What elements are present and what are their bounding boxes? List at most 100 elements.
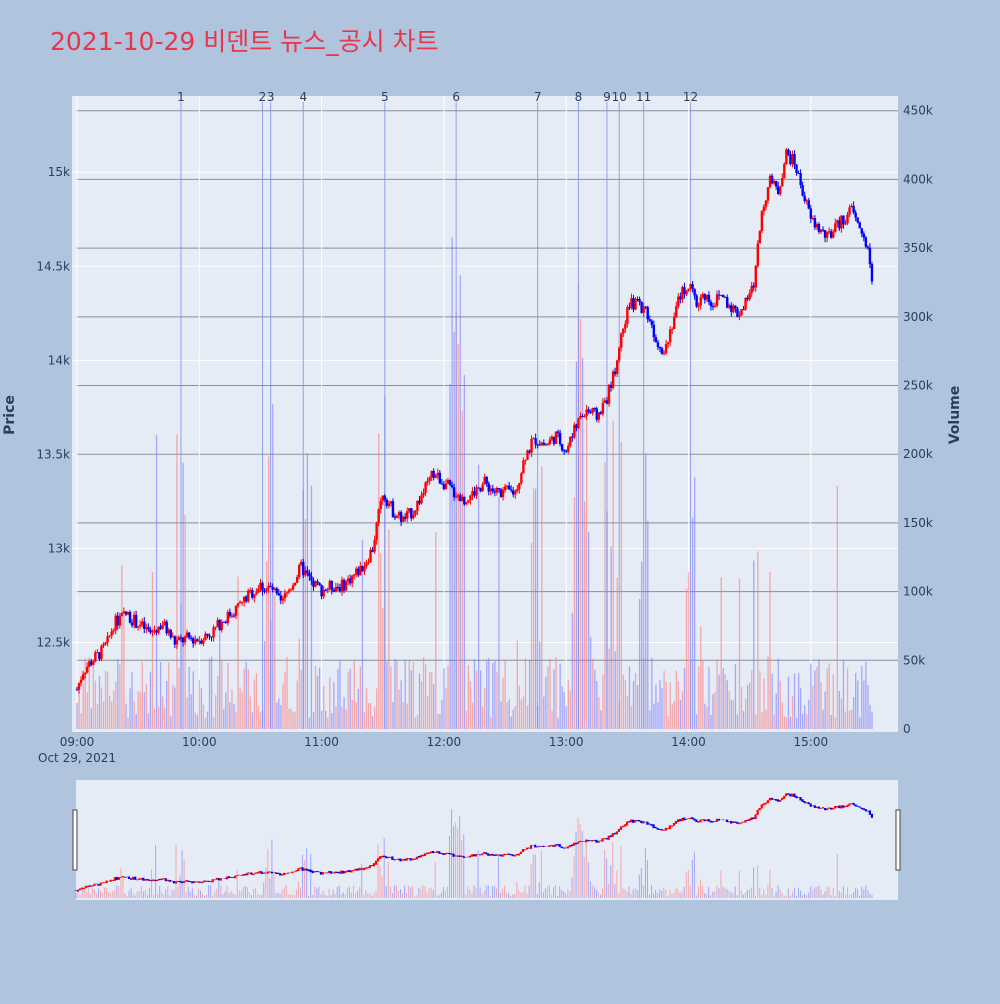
slider-volume-bar bbox=[400, 889, 402, 898]
volume-bar bbox=[759, 671, 761, 729]
volume-bar bbox=[708, 667, 710, 729]
candle-body bbox=[734, 305, 737, 309]
slider-volume-bar bbox=[638, 874, 640, 898]
candle-body bbox=[112, 630, 115, 632]
volume-bar bbox=[592, 658, 594, 729]
slider-volume-bar bbox=[630, 893, 632, 898]
volume-bar bbox=[249, 696, 251, 729]
slider-volume-bar bbox=[706, 894, 708, 898]
slider-volume-bar bbox=[367, 893, 369, 898]
candle-body bbox=[638, 299, 641, 302]
candle-body bbox=[803, 195, 806, 201]
candle-body bbox=[738, 315, 741, 317]
range-slider-right-handle[interactable] bbox=[895, 809, 901, 871]
candle-body bbox=[575, 424, 578, 429]
slider-volume-bar bbox=[853, 892, 855, 898]
slider-volume-bar bbox=[402, 893, 404, 898]
candle-body bbox=[834, 223, 837, 232]
candle-body bbox=[291, 585, 295, 590]
candle-body bbox=[797, 172, 800, 174]
volume-bar bbox=[775, 693, 777, 729]
plot-background[interactable] bbox=[72, 96, 898, 732]
slider-volume-bar bbox=[199, 890, 201, 898]
slider-volume-bar bbox=[851, 894, 853, 898]
volume-bar bbox=[392, 702, 394, 729]
volume-bar bbox=[720, 577, 722, 729]
volume-bar bbox=[482, 706, 484, 729]
slider-volume-bar bbox=[371, 895, 373, 898]
volume-bar bbox=[284, 671, 286, 729]
range-slider-left-handle[interactable] bbox=[72, 809, 78, 871]
candle-body bbox=[75, 689, 79, 691]
slider-volume-bar bbox=[865, 885, 867, 898]
volume-bar bbox=[535, 488, 537, 729]
candle-body bbox=[618, 347, 621, 361]
candle-body bbox=[573, 424, 576, 438]
candle-body bbox=[106, 636, 109, 643]
candle-body bbox=[740, 309, 743, 316]
candle-body bbox=[136, 626, 140, 628]
slider-volume-bar bbox=[465, 894, 467, 898]
candle-body bbox=[819, 229, 823, 233]
volume-bar bbox=[382, 607, 384, 729]
candle-body bbox=[846, 214, 849, 224]
time-tick-label: 09:00 bbox=[60, 735, 95, 749]
slider-volume-bar bbox=[130, 887, 132, 898]
candle-body bbox=[481, 484, 484, 492]
volume-bar bbox=[225, 692, 227, 729]
volume-tick-label: 300k bbox=[903, 310, 933, 324]
slider-volume-bar bbox=[606, 858, 608, 898]
volume-bar bbox=[753, 560, 755, 729]
volume-bar bbox=[429, 672, 431, 729]
slider-volume-bar bbox=[806, 895, 808, 898]
slider-volume-bar bbox=[348, 887, 350, 898]
volume-bar bbox=[484, 688, 486, 729]
candle-body bbox=[622, 328, 625, 334]
candle-body bbox=[306, 570, 309, 573]
slider-volume-bar bbox=[222, 894, 224, 898]
candle-body bbox=[634, 298, 637, 310]
volume-bar bbox=[761, 712, 763, 729]
volume-bar bbox=[528, 660, 531, 729]
slider-volume-bar bbox=[559, 886, 561, 898]
candle-body bbox=[232, 615, 236, 617]
candle-body bbox=[236, 603, 240, 607]
volume-bar bbox=[424, 664, 427, 729]
volume-bar bbox=[394, 659, 396, 729]
range-slider[interactable] bbox=[72, 780, 901, 900]
candle-body bbox=[416, 500, 419, 511]
slider-volume-bar bbox=[697, 886, 699, 898]
slider-volume-bar bbox=[632, 889, 634, 898]
candle-body bbox=[314, 581, 317, 587]
volume-bar bbox=[306, 453, 309, 729]
volume-bar bbox=[479, 670, 482, 729]
candle-body bbox=[456, 495, 460, 497]
candle-body bbox=[744, 297, 747, 310]
candle-body bbox=[226, 611, 230, 624]
volume-bar bbox=[365, 687, 368, 729]
candle-body bbox=[495, 488, 499, 493]
slider-volume-bar bbox=[342, 892, 344, 898]
candle-body bbox=[375, 522, 378, 541]
candle-body bbox=[183, 636, 187, 643]
candle-body bbox=[446, 480, 450, 484]
news-annotation-label: 2 bbox=[259, 90, 267, 104]
slider-volume-bar bbox=[379, 866, 381, 898]
candle-body bbox=[569, 436, 572, 446]
volume-bar bbox=[314, 665, 317, 729]
slider-volume-bar bbox=[216, 888, 218, 898]
slider-volume-bar bbox=[99, 890, 101, 898]
volume-bar bbox=[420, 681, 423, 729]
candle-body bbox=[813, 217, 817, 228]
slider-volume-bar bbox=[279, 893, 281, 898]
time-tick-label: 10:00 bbox=[182, 735, 217, 749]
slider-volume-bar bbox=[157, 893, 159, 898]
volume-bar bbox=[512, 709, 514, 729]
candle-body bbox=[677, 296, 680, 307]
candle-body bbox=[289, 589, 293, 591]
volume-bar bbox=[196, 714, 198, 729]
candle-body bbox=[599, 412, 603, 414]
slider-volume-bar bbox=[416, 895, 418, 898]
volume-bar bbox=[200, 688, 203, 729]
volume-bar bbox=[530, 542, 533, 729]
